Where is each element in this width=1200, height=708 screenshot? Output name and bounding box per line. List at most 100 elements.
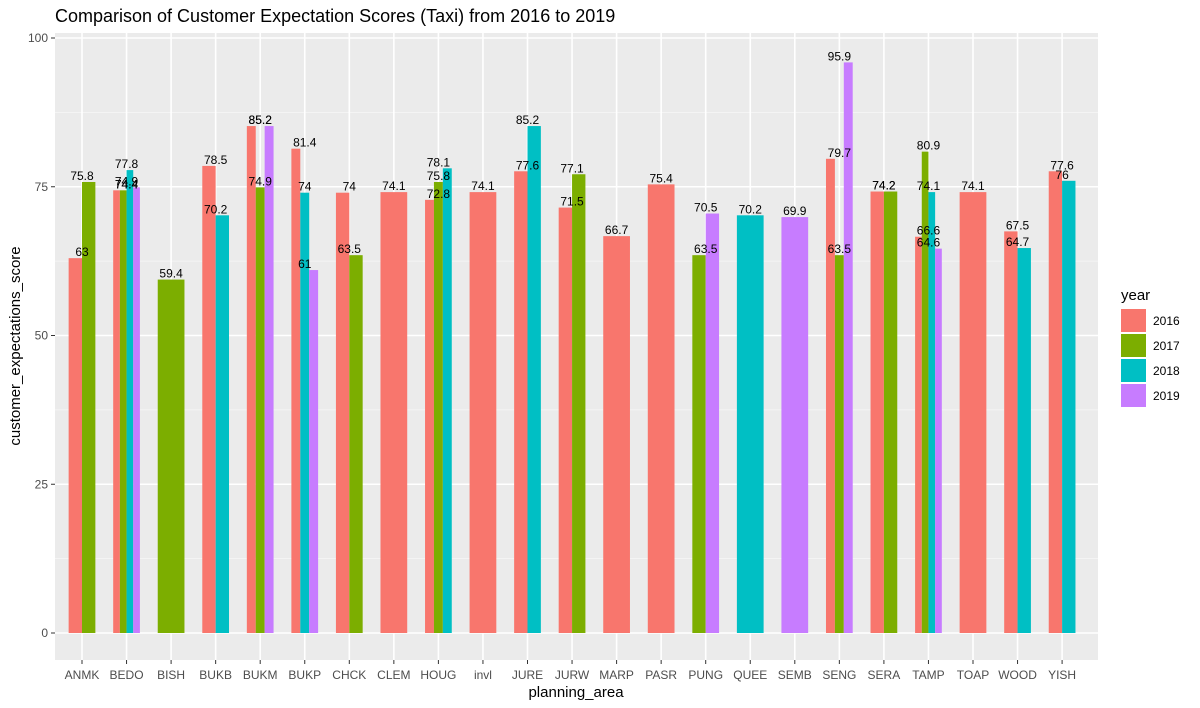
x-axis-ticks: ANMK BEDO BISH BUKB BUKM BUKP CHCK CLEM HOUG invl… [65, 660, 1076, 682]
data-label-SEMB-2019: 69.9 [783, 204, 807, 218]
bar-WOOD-2018 [1017, 248, 1031, 633]
bar-TAMP-2019 [935, 248, 942, 633]
x-tick-label: JURE [512, 668, 543, 682]
bar-BUKP-2018 [300, 192, 310, 633]
bar-YISH-2018 [1062, 180, 1076, 634]
y-axis-ticks: 0 25 50 75 100 [28, 31, 55, 640]
bar-WOOD-2016 [1004, 231, 1018, 633]
x-tick-label: BISH [157, 668, 185, 682]
bar-ANMK-2016 [68, 258, 82, 633]
y-tick-label: 50 [35, 329, 49, 343]
data-label-BEDO-2018: 77.8 [115, 157, 139, 171]
x-tick-label: BEDO [110, 668, 144, 682]
x-tick-label: TAMP [912, 668, 944, 682]
bar-PUNG-2017 [692, 255, 706, 634]
data-label-TAMP-2019: 64.6 [917, 236, 941, 250]
x-tick-label: CHCK [332, 668, 366, 682]
data-label-SENG-2017: 63.5 [828, 242, 852, 256]
x-tick-label: SERA [868, 668, 901, 682]
bar-SERA-2017 [883, 191, 898, 633]
x-tick-label: SENG [822, 668, 856, 682]
data-label-TOAP-2016: 74.1 [961, 179, 985, 193]
y-tick-label: 25 [35, 477, 49, 491]
bar-CHCK-2016 [335, 192, 350, 633]
data-label-WOOD-2018: 64.7 [1006, 235, 1030, 249]
bar-SENG-2017 [834, 255, 844, 634]
data-label-BUKM-2016: 85.2 [249, 113, 273, 127]
bar-JURW-2016 [558, 207, 573, 633]
data-label-JURE-2016: 77.6 [516, 158, 540, 172]
bar-BUKB-2018 [215, 215, 230, 633]
data-label-SENG-2019: 95.9 [828, 49, 852, 63]
data-label-JURW-2016: 71.5 [560, 195, 584, 209]
bar-BEDO-2018 [126, 170, 134, 633]
bar-HOUG-2017 [433, 181, 443, 634]
y-tick-label: 75 [35, 180, 49, 194]
chart-title: Comparison of Customer Expectation Score… [55, 6, 615, 26]
bar-JURW-2017 [572, 174, 586, 633]
bar-SERA-2016 [870, 191, 884, 633]
data-label-HOUG-2017: 75.8 [427, 169, 451, 183]
x-tick-label: SEMB [778, 668, 812, 682]
data-label-ANMK-2016: 63 [75, 245, 89, 259]
data-label-SERA-2016: 74.2 [872, 179, 896, 193]
data-label-JURE-2018: 85.2 [516, 113, 540, 127]
data-label-BUKP-2016: 81.4 [293, 136, 317, 150]
x-tick-label: MARP [599, 668, 634, 682]
legend-title: year [1121, 287, 1150, 304]
x-axis-title: planning_area [528, 684, 624, 701]
data-label-BUKM-2017: 74.9 [249, 174, 273, 188]
bar-JURE-2016 [514, 171, 528, 633]
legend-label-2018: 2018 [1153, 364, 1180, 378]
data-label-BUKP-2018: 74 [298, 180, 312, 194]
bar-HOUG-2018 [442, 168, 452, 633]
data-label-BUKM-2019: 85.2 [249, 113, 273, 127]
data-label-TAMP-2018: 74.1 [917, 179, 941, 193]
x-tick-label: BUKB [199, 668, 232, 682]
bar-BEDO-2016 [113, 190, 120, 633]
x-tick-label: BUKM [243, 668, 278, 682]
data-label-PUNG-2019: 70.5 [694, 201, 718, 215]
bar-BEDO-2019 [133, 187, 140, 633]
data-label-HOUG-2018: 78.1 [427, 155, 451, 169]
data-label-JURW-2017: 77.1 [560, 161, 584, 175]
bar-PUNG-2019 [705, 213, 720, 633]
legend-items: 2016 2017 2018 2019 [1121, 309, 1180, 407]
data-label-TAMP-2017: 80.9 [917, 139, 941, 153]
y-tick-label: 100 [28, 31, 48, 45]
bar-YISH-2016 [1048, 171, 1063, 633]
legend-label-2019: 2019 [1153, 389, 1180, 403]
y-axis-title: customer_expectations_score [7, 246, 24, 445]
legend-key-2016 [1121, 309, 1146, 332]
data-label-SENG-2016: 79.7 [828, 146, 852, 160]
x-tick-label: QUEE [733, 668, 767, 682]
data-label-BUKP-2019: 61 [298, 257, 312, 271]
bar-SENG-2019 [843, 62, 853, 633]
legend-key-2019 [1121, 384, 1146, 407]
bar-HOUG-2016 [425, 199, 434, 633]
legend: year 2016 2017 2018 2019 [1121, 287, 1180, 407]
bar-labels: 6375.874.474.477.874.959.478.570.285.274… [70, 49, 1074, 280]
data-label-BEDO-2016: 74.4 [115, 177, 139, 191]
data-label-BISH-2017: 59.4 [159, 267, 183, 281]
bar-SENG-2016 [825, 158, 835, 633]
x-tick-label: TOAP [957, 668, 989, 682]
bar-TAMP-2017 [921, 151, 929, 633]
data-label-CLEM-2016: 74.1 [382, 179, 406, 193]
x-tick-label: YISH [1048, 668, 1076, 682]
data-label-BUKB-2018: 70.2 [204, 202, 228, 216]
bar-SEMB-2019 [781, 217, 809, 633]
bar-BUKM-2016 [246, 126, 256, 633]
y-tick-label: 0 [41, 626, 48, 640]
x-tick-label: JURW [555, 668, 590, 682]
data-label-CHCK-2016: 74 [343, 180, 357, 194]
bar-QUEE-2018 [736, 215, 764, 633]
legend-key-2017 [1121, 334, 1146, 357]
x-tick-label: BUKP [288, 668, 321, 682]
data-label-invl-2016: 74.1 [471, 179, 495, 193]
legend-key-2018 [1121, 359, 1146, 382]
data-label-YISH-2018: 76 [1055, 168, 1069, 182]
data-label-QUEE-2018: 70.2 [739, 202, 763, 216]
x-tick-label: CLEM [377, 668, 410, 682]
data-label-SERA-2017: 74.2 [872, 179, 896, 193]
